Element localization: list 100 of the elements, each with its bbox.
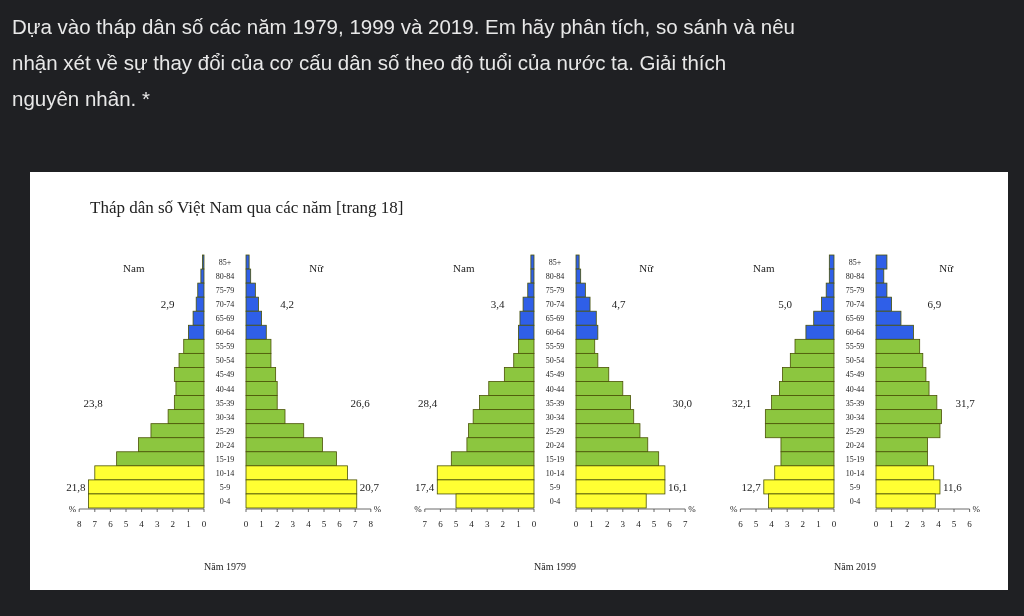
y-tick-label: 85+ — [218, 258, 232, 268]
x-tick-label: 5 — [321, 519, 327, 529]
y-tick-label: 50-54 — [545, 356, 565, 366]
annotation: 3,4 — [490, 298, 505, 311]
y-tick-label: 50-54 — [215, 356, 235, 366]
y-tick-label: 10-14 — [215, 468, 235, 478]
y-tick-label: 10-14 — [845, 468, 865, 478]
y-tick-label: 35-39 — [215, 398, 235, 408]
x-tick-label: 3 — [154, 519, 160, 529]
x-tick-label: 6 — [108, 519, 114, 529]
x-axis-title: % — [729, 504, 738, 514]
x-tick-label: 3 — [290, 519, 296, 529]
x-tick-label: 3 — [784, 519, 790, 529]
text: Nam — [123, 262, 145, 274]
x-tick-label: 3 — [920, 519, 926, 529]
y-tick-label: 20-24 — [545, 440, 565, 450]
y-tick-label: 75-79 — [545, 286, 565, 296]
y-tick-label: 55-59 — [545, 342, 565, 352]
y-tick-label: 40-44 — [845, 384, 865, 394]
x-tick-label: 2 — [170, 519, 176, 529]
y-tick-label: 20-24 — [215, 440, 235, 450]
text: Tháp dân số Việt Nam qua các năm [trang 18] — [90, 198, 404, 217]
annotation: 28,4 — [418, 396, 438, 409]
annotation: 26,6 — [350, 396, 371, 409]
annotation: 16,1 — [667, 480, 688, 493]
x-tick-label: 0 — [573, 519, 579, 529]
y-tick-label: 15-19 — [545, 454, 565, 464]
y-tick-label: 45-49 — [215, 370, 235, 380]
x-axis-title: % — [688, 504, 697, 514]
y-tick-label: 55-59 — [215, 342, 235, 352]
annotation: 31,7 — [955, 396, 976, 409]
y-tick-label: 0-4 — [549, 496, 561, 506]
y-tick-label: 20-24 — [845, 440, 865, 450]
text: Nam — [753, 262, 775, 274]
annotation: 5,0 — [778, 298, 793, 311]
x-axis-title: % — [414, 504, 423, 514]
y-tick-label: 60-64 — [845, 328, 865, 338]
x-tick-label: 1 — [889, 519, 894, 529]
x-tick-label: 4 — [936, 519, 942, 529]
annotation: 21,8 — [66, 480, 87, 493]
x-tick-label: 3 — [484, 519, 490, 529]
text: Nam — [453, 262, 475, 274]
x-tick-label: 4 — [769, 519, 775, 529]
y-tick-label: 80-84 — [845, 272, 865, 282]
annotation: 17,4 — [415, 480, 435, 493]
x-tick-label: 3 — [620, 519, 626, 529]
y-tick-label: 85+ — [548, 258, 562, 268]
x-axis-title: % — [972, 504, 981, 514]
x-tick-label: 2 — [274, 519, 280, 529]
y-tick-label: 15-19 — [215, 454, 235, 464]
x-tick-label: 6 — [967, 519, 973, 529]
x-tick-label: 0 — [873, 519, 879, 529]
annotation: 11,6 — [942, 480, 963, 493]
x-tick-label: 1 — [186, 519, 191, 529]
y-tick-label: 85+ — [848, 258, 862, 268]
x-axis-title: % — [68, 504, 77, 514]
text: Nữ — [939, 262, 955, 274]
annotation: 23,8 — [83, 396, 104, 409]
annotation: 4,2 — [280, 298, 295, 311]
x-tick-label: 8 — [76, 519, 82, 529]
y-tick-label: 80-84 — [545, 272, 565, 282]
y-tick-label: 60-64 — [215, 328, 235, 338]
y-tick-label: 15-19 — [845, 454, 865, 464]
y-tick-label: 35-39 — [545, 398, 565, 408]
x-tick-label: 5 — [753, 519, 759, 529]
y-tick-label: 70-74 — [545, 300, 565, 310]
y-tick-label: 30-34 — [215, 412, 235, 422]
y-tick-label: 30-34 — [845, 412, 865, 422]
x-tick-label: 2 — [904, 519, 910, 529]
y-tick-label: 40-44 — [215, 384, 235, 394]
text: Năm 1979 — [204, 561, 246, 572]
y-tick-label: 5-9 — [219, 482, 231, 492]
y-tick-label: 55-59 — [845, 342, 865, 352]
annotation: 20,7 — [359, 480, 380, 493]
x-tick-label: 1 — [589, 519, 594, 529]
y-tick-label: 5-9 — [549, 482, 561, 492]
y-tick-label: 60-64 — [545, 328, 565, 338]
annotation: 12,7 — [741, 480, 762, 493]
annotation: 4,7 — [611, 298, 627, 311]
text: Năm 2019 — [834, 561, 876, 572]
y-tick-label: 0-4 — [219, 496, 231, 506]
text: Dựa vào tháp dân số các năm 1979, 1999 và 2019. Em hãy phân tích, so sánh và nêu nhận xét về sự thay đổi của cơ cấu dân số theo độ tuổi của nước ta. Giải thích nguyên nhân. * — [12, 15, 795, 110]
y-tick-label: 25-29 — [845, 426, 865, 436]
y-tick-label: 75-79 — [845, 286, 865, 296]
annotation: 30,0 — [672, 396, 693, 409]
x-tick-label: 2 — [800, 519, 806, 529]
y-tick-label: 0-4 — [849, 496, 861, 506]
x-tick-label: 4 — [306, 519, 312, 529]
annotation: 2,9 — [160, 298, 175, 311]
x-tick-label: 7 — [92, 519, 98, 529]
text: Năm 1999 — [534, 561, 576, 572]
text: Nữ — [309, 262, 325, 274]
y-tick-label: 45-49 — [845, 370, 865, 380]
x-tick-label: 7 — [682, 519, 688, 529]
x-tick-label: 6 — [337, 519, 343, 529]
x-tick-label: 8 — [368, 519, 374, 529]
x-tick-label: 2 — [500, 519, 506, 529]
y-tick-label: 40-44 — [545, 384, 565, 394]
annotation: 32,1 — [732, 396, 752, 409]
x-tick-label: 5 — [453, 519, 459, 529]
